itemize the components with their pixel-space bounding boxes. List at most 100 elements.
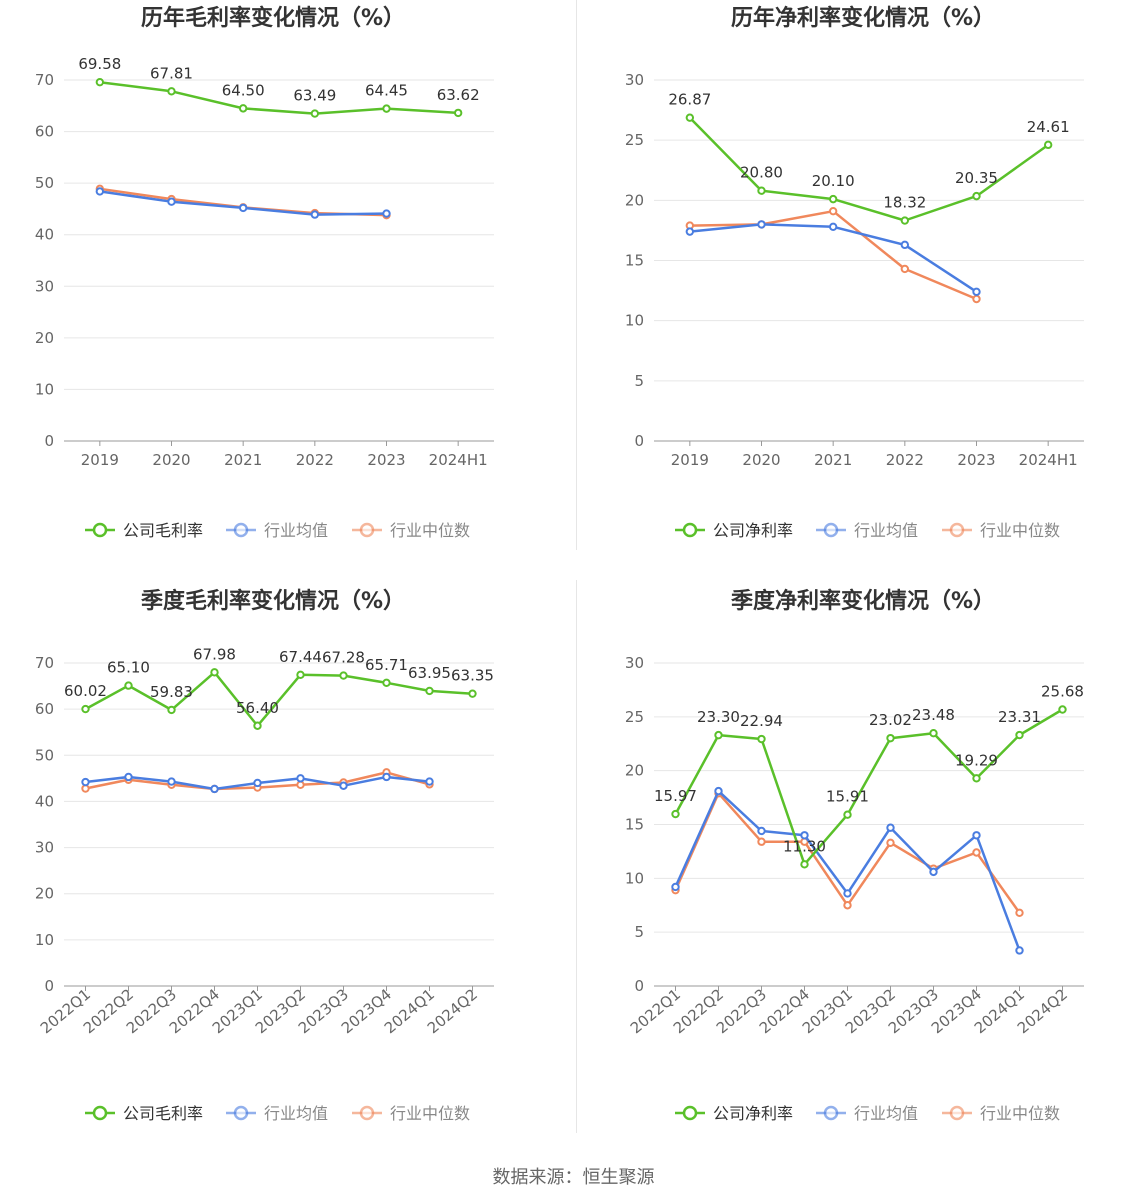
y-tick-label: 20 bbox=[625, 762, 644, 780]
data-point bbox=[81, 777, 90, 787]
y-tick-label: 5 bbox=[634, 372, 644, 390]
data-label: 64.45 bbox=[365, 82, 408, 100]
data-point bbox=[886, 733, 895, 743]
data-point bbox=[167, 777, 176, 786]
y-tick-label: 15 bbox=[625, 252, 644, 270]
series-industry_avg bbox=[81, 772, 434, 794]
data-point bbox=[296, 670, 305, 680]
series-line bbox=[84, 671, 473, 728]
legend-label: 公司净利率 bbox=[713, 521, 793, 540]
data-label: 15.97 bbox=[654, 787, 697, 805]
x-tick-label: 2020 bbox=[152, 451, 190, 469]
legend-marker bbox=[823, 1105, 839, 1121]
data-point bbox=[900, 240, 910, 250]
data-point bbox=[1058, 705, 1067, 714]
y-tick-label: 40 bbox=[35, 792, 54, 810]
data-point bbox=[972, 287, 981, 296]
data-label: 23.48 bbox=[912, 706, 955, 724]
data-label: 23.02 bbox=[869, 711, 912, 729]
y-tick-label: 20 bbox=[625, 191, 644, 209]
legend-label: 公司毛利率 bbox=[123, 1104, 203, 1123]
chart-quarterly-net: 季度净利率变化情况（%）0510152025302022Q12022Q22022… bbox=[625, 588, 1084, 1123]
data-point bbox=[929, 867, 938, 877]
x-tick-label: 2024H1 bbox=[1019, 451, 1078, 469]
data-point bbox=[972, 774, 981, 783]
data-point bbox=[81, 704, 90, 714]
data-point bbox=[900, 216, 910, 225]
panel-divider-top bbox=[576, 0, 577, 550]
panel-divider-bottom bbox=[576, 580, 577, 1133]
series-line bbox=[99, 80, 459, 115]
y-tick-label: 20 bbox=[35, 885, 54, 903]
data-label: 15.91 bbox=[826, 788, 869, 806]
data-point bbox=[1015, 946, 1024, 955]
data-point bbox=[1015, 908, 1024, 917]
series-industry_median bbox=[685, 206, 981, 304]
x-tick-label: 2022 bbox=[886, 451, 924, 469]
data-point bbox=[124, 681, 133, 690]
legend-label: 行业均值 bbox=[264, 1104, 328, 1123]
y-tick-label: 30 bbox=[35, 839, 54, 857]
data-point bbox=[310, 210, 320, 219]
data-label: 56.40 bbox=[236, 699, 279, 717]
y-tick-label: 30 bbox=[35, 277, 54, 295]
y-tick-label: 0 bbox=[44, 977, 54, 995]
data-label: 11.30 bbox=[783, 837, 826, 855]
x-tick-label: 2020 bbox=[742, 451, 780, 469]
y-tick-label: 10 bbox=[35, 380, 54, 398]
x-tick-label: 2023 bbox=[367, 451, 405, 469]
legend-marker bbox=[682, 1105, 698, 1121]
x-tick-label: 2022 bbox=[296, 451, 334, 469]
data-point bbox=[167, 705, 176, 715]
y-tick-label: 0 bbox=[634, 977, 644, 995]
data-point bbox=[843, 889, 852, 898]
data-point bbox=[95, 187, 105, 196]
data-point bbox=[886, 823, 895, 832]
data-label: 26.87 bbox=[668, 91, 711, 109]
data-point bbox=[714, 786, 723, 796]
y-tick-label: 0 bbox=[634, 432, 644, 450]
legend-label: 行业均值 bbox=[854, 1104, 918, 1123]
data-point bbox=[843, 901, 852, 910]
y-tick-label: 25 bbox=[625, 131, 644, 149]
series-company: 26.87 20.80 20.10 18.32 20.35 24.61 bbox=[668, 91, 1070, 225]
data-label: 67.28 bbox=[322, 649, 365, 667]
y-tick-label: 60 bbox=[35, 700, 54, 718]
chart-annual-gross: 历年毛利率变化情况（%） 0 10 20 30 40 50 60 70 2019 2020 2021 2… bbox=[35, 5, 494, 540]
series-industry_avg bbox=[671, 786, 1024, 955]
y-tick-label: 30 bbox=[625, 71, 644, 89]
data-label: 25.68 bbox=[1041, 683, 1084, 701]
y-tick-label: 70 bbox=[35, 71, 54, 89]
data-point bbox=[81, 784, 90, 793]
legend: 公司毛利率 行业均值 行业中位数 bbox=[85, 521, 470, 540]
series-company: 69.58 67.81 64.50 63.49 64.45 63.62 bbox=[78, 55, 480, 118]
data-point bbox=[238, 104, 248, 113]
data-point bbox=[425, 686, 434, 696]
data-point bbox=[339, 671, 348, 680]
data-label: 67.98 bbox=[193, 645, 236, 663]
data-label: 63.35 bbox=[451, 667, 494, 685]
data-label: 20.80 bbox=[740, 164, 783, 182]
data-point bbox=[253, 778, 262, 788]
y-tick-label: 25 bbox=[625, 708, 644, 726]
chart-annual-net: 历年净利率变化情况（%） 0 5 10 15 20 25 30 2019 2020 2021 2022… bbox=[625, 5, 1084, 540]
data-label: 20.10 bbox=[812, 172, 855, 190]
x-tick-label: 2023 bbox=[957, 451, 995, 469]
y-tick-label: 15 bbox=[625, 816, 644, 834]
x-tick-label: 2024H1 bbox=[429, 451, 488, 469]
data-point bbox=[210, 784, 219, 794]
data-point bbox=[828, 206, 838, 216]
data-point bbox=[95, 77, 105, 87]
data-source-note: 数据来源：恒生聚源 bbox=[492, 1167, 655, 1188]
data-point bbox=[671, 809, 680, 819]
y-tick-label: 70 bbox=[35, 654, 54, 672]
data-label: 19.29 bbox=[955, 751, 998, 769]
data-label: 69.58 bbox=[78, 55, 121, 73]
series-line bbox=[674, 708, 1064, 866]
data-label: 24.61 bbox=[1027, 118, 1070, 136]
data-point bbox=[382, 209, 391, 218]
legend-label: 行业中位数 bbox=[390, 521, 470, 540]
legend-marker bbox=[682, 522, 698, 538]
data-point bbox=[685, 113, 695, 122]
